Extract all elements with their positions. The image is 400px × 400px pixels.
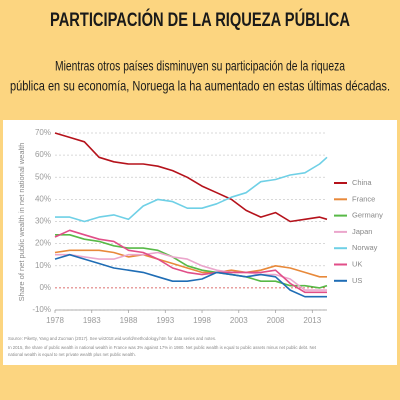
- series-line: [54, 249, 327, 278]
- y-tick-label: 20%: [35, 239, 51, 248]
- y-tick-label: 10%: [35, 261, 51, 270]
- y-tick-label: 40%: [35, 194, 51, 203]
- note: In 2015, the share of public wealth in n…: [8, 345, 317, 350]
- x-tick-label: 2008: [267, 316, 285, 325]
- series-line: [55, 251, 327, 291]
- series-line: [55, 234, 328, 289]
- y-tick-label: 30%: [35, 217, 51, 226]
- legend-label: US: [352, 276, 362, 285]
- note: Source: Piketty, Yang and Zucman (2017).…: [8, 336, 216, 341]
- y-tick-label: 60%: [35, 150, 51, 159]
- legend-label: China: [352, 178, 372, 187]
- note: national wealth is equal to net private …: [8, 352, 136, 357]
- x-tick-label: 1983: [83, 316, 101, 325]
- subtitle: Mientras otros países disminuyen su part…: [55, 58, 345, 74]
- x-tick-label: 1993: [156, 316, 174, 325]
- series-line: [55, 156, 328, 223]
- y-axis-label: Share of net public wealth in net nation…: [17, 143, 26, 302]
- x-tick-label: 2013: [303, 316, 321, 325]
- legend-label: France: [352, 194, 375, 203]
- x-tick-label: 2003: [230, 316, 248, 325]
- x-tick-label: 1978: [46, 316, 64, 325]
- legend-label: Germany: [352, 211, 383, 220]
- series-line: [54, 229, 327, 294]
- series-line: [54, 253, 327, 298]
- legend-label: UK: [352, 259, 362, 268]
- chart-panel: [3, 120, 397, 365]
- y-tick-label: 50%: [35, 172, 51, 181]
- legend-label: Norway: [352, 243, 378, 252]
- x-tick-label: 1998: [193, 316, 211, 325]
- y-tick-label: 0%: [39, 283, 51, 292]
- series-line: [54, 132, 328, 223]
- subtitle: pública en su economía, Noruega la ha au…: [10, 78, 390, 94]
- x-tick-label: 1988: [120, 316, 138, 325]
- title: PARTICIPACIÓN DE LA RIQUEZA PÚBLICA: [50, 9, 350, 31]
- legend-label: Japan: [352, 227, 372, 236]
- y-tick-label: 70%: [35, 128, 51, 137]
- y-tick-label: -10%: [32, 305, 51, 314]
